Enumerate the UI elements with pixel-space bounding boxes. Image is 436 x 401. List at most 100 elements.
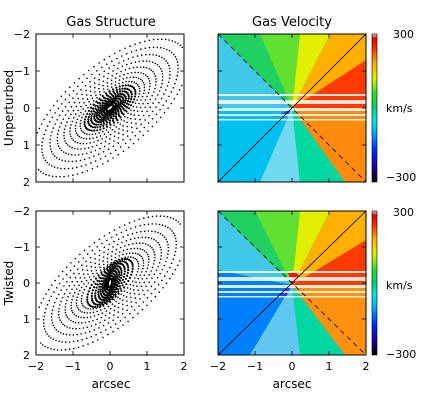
orbit-dot (78, 327, 81, 330)
orbit-dot (148, 80, 151, 82)
orbit-dot (126, 300, 128, 302)
orbit-dot (82, 345, 84, 347)
orbit-dot (109, 308, 112, 310)
orbit-dot (98, 254, 101, 257)
orbit-dot (158, 244, 161, 246)
orbit-dot (71, 309, 73, 312)
orbit-dot (91, 112, 94, 115)
orbit-dot (98, 249, 101, 252)
y-tick-label: 0 (23, 102, 30, 115)
orbit-dot (122, 113, 125, 116)
orbit-dot (64, 348, 67, 351)
orbit-dot (98, 327, 100, 329)
orbit-dot (78, 272, 80, 275)
orbit-dot (112, 145, 115, 148)
orbit-dot (168, 67, 171, 70)
orbit-dot (72, 97, 74, 99)
orbit-dot (94, 277, 98, 280)
orbit-dot (96, 70, 98, 72)
orbit-dot (103, 270, 106, 273)
orbit-dot (87, 273, 89, 276)
orbit-dot (102, 336, 104, 339)
orbit-dot (149, 85, 151, 88)
orbit-dot (117, 67, 119, 70)
orbit-dot (53, 327, 56, 329)
orbit-dot (100, 280, 103, 283)
orbit-dot (112, 90, 115, 93)
orbit-dot (64, 106, 67, 108)
orbit-dot (65, 273, 68, 276)
orbit-dot (68, 334, 71, 336)
orbit-dot (50, 295, 53, 298)
orbit-dot (141, 308, 144, 311)
orbit-dot (102, 127, 105, 130)
orbit-dot (101, 277, 105, 280)
orbit-dot (73, 313, 76, 316)
orbit-dot (83, 288, 86, 291)
orbit-dot (93, 65, 95, 68)
orbit-dot (120, 281, 123, 285)
orbit-dot (146, 75, 149, 78)
orbit-dot (114, 256, 117, 259)
orbit-dot (95, 112, 98, 115)
orbit-dot (166, 216, 169, 218)
orbit-dot (142, 60, 144, 62)
orbit-dot (112, 70, 114, 72)
orbit-dot (146, 253, 149, 256)
orbit-dot (130, 117, 132, 120)
orbit-dot (114, 270, 117, 273)
orbit-dot (106, 264, 109, 266)
orbit-dot (102, 305, 105, 307)
orbit-dot (102, 256, 105, 258)
orbit-dot (124, 142, 127, 145)
orbit-dot (118, 79, 121, 81)
orbit-dot (143, 274, 146, 277)
orbit-dot (126, 258, 129, 261)
orbit-dot (122, 150, 125, 152)
orbit-dot (152, 71, 154, 73)
orbit-dot (86, 300, 89, 303)
orbit-dot (131, 232, 134, 235)
orbit-dot (93, 242, 96, 244)
orbit-dot (86, 253, 89, 255)
orbit-dot (127, 256, 129, 258)
orbit-dot (126, 121, 128, 124)
orbit-dot (94, 253, 96, 255)
velocity-wedge (292, 211, 330, 285)
orbit-dot (90, 294, 93, 298)
orbit-dot (42, 297, 45, 300)
orbit-dot (119, 146, 122, 148)
orbit-dot (60, 95, 63, 98)
orbit-dot (99, 304, 102, 308)
orbit-dot (67, 144, 69, 146)
orbit-dot (127, 95, 130, 98)
orbit-dot (58, 158, 61, 160)
orbit-dot (116, 265, 119, 268)
orbit-dot (111, 303, 114, 305)
orbit-dot (126, 274, 129, 277)
orbit-dot (109, 92, 112, 95)
orbit-dot (123, 260, 126, 263)
orbit-dot (125, 252, 128, 255)
orbit-dot (90, 115, 93, 118)
orbit-dot (93, 77, 96, 79)
orbit-dot (107, 72, 110, 75)
orbit-dot (148, 53, 151, 56)
orbit-dot (123, 257, 126, 261)
orbit-dot (117, 292, 120, 295)
orbit-dot (74, 147, 76, 150)
orbit-dot (173, 53, 175, 56)
orbit-dot (54, 279, 56, 282)
orbit-dot (105, 125, 109, 128)
orbit-dot (73, 284, 76, 287)
orbit-dot (94, 262, 96, 265)
colorbar-top: 300 km/s −300 (371, 28, 416, 184)
colorbar-bottom: 300 km/s −300 (371, 206, 416, 361)
orbit-dot (131, 265, 134, 268)
orbit-dot (48, 299, 51, 302)
orbit-dot (94, 111, 97, 114)
orbit-dot (127, 88, 131, 91)
orbit-dot (56, 100, 59, 102)
orbit-dot (134, 118, 136, 120)
